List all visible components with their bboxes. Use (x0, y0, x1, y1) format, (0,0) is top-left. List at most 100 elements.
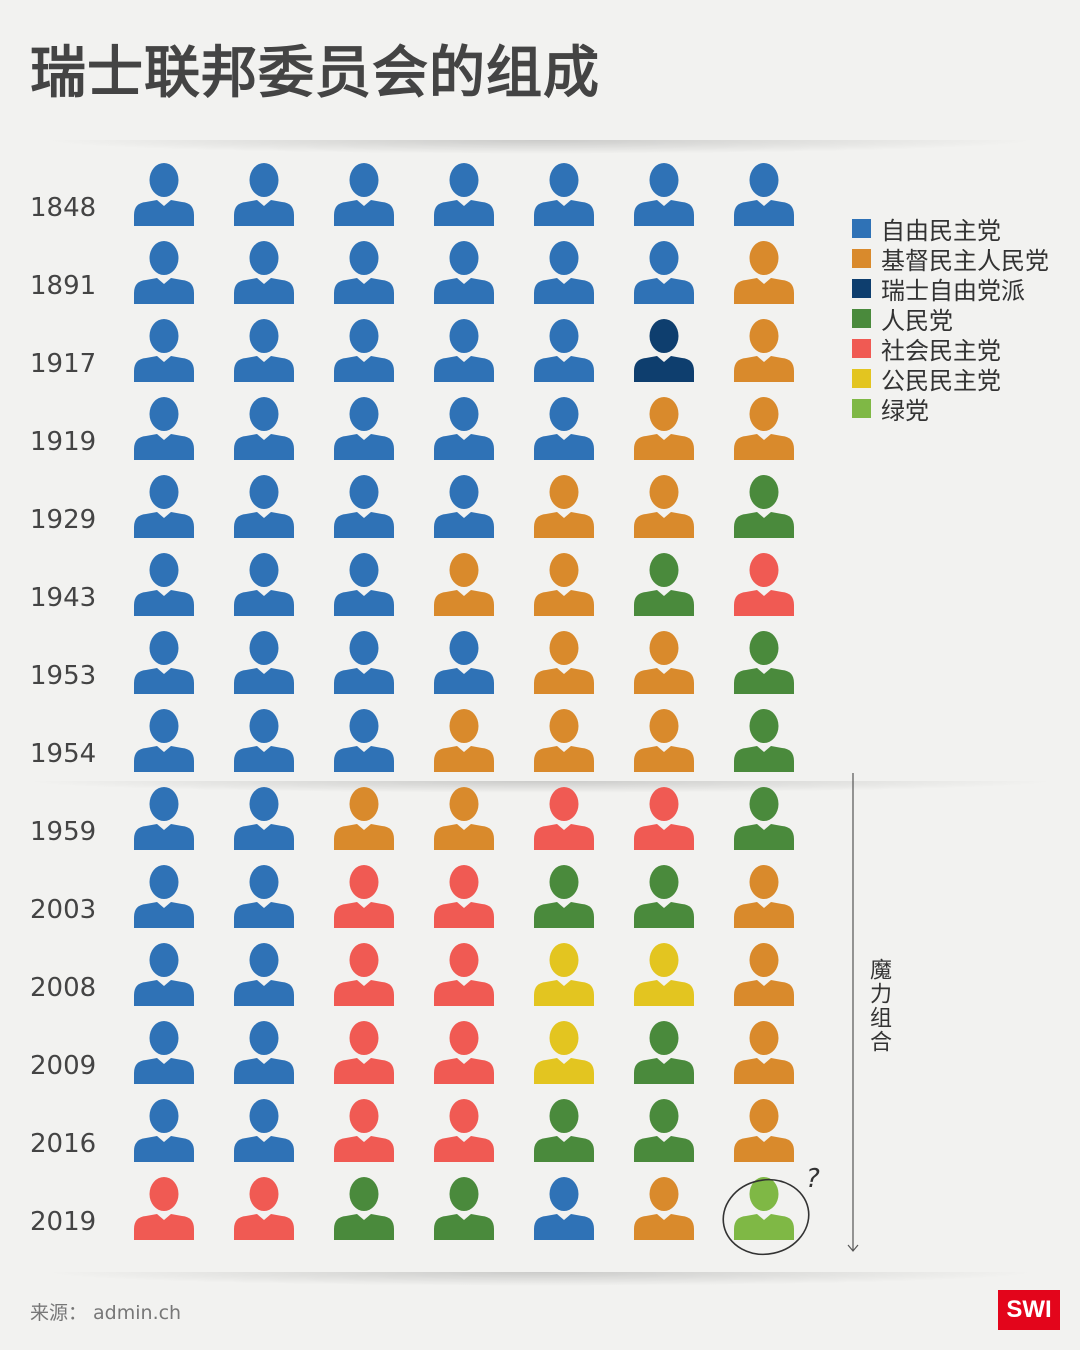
seat-1953-6-cvp (634, 631, 694, 694)
seat-1917-2-fdp (234, 319, 294, 382)
year-label-1953: 1953 (30, 661, 96, 691)
seat-1943-2-fdp (234, 553, 294, 616)
seat-1848-6-fdp (634, 163, 694, 226)
seat-1959-5-sp (534, 787, 594, 850)
seat-2008-7-cvp (734, 943, 794, 1006)
year-label-1929: 1929 (30, 505, 96, 535)
legend-swatch (852, 248, 871, 268)
year-label-1959: 1959 (30, 817, 96, 847)
year-label-2003: 2003 (30, 895, 96, 925)
seat-1943-3-fdp (334, 553, 394, 616)
seat-1954-5-cvp (534, 709, 594, 772)
seat-1953-3-fdp (334, 631, 394, 694)
seat-1959-6-sp (634, 787, 694, 850)
seat-1919-6-cvp (634, 397, 694, 460)
seat-1953-2-fdp (234, 631, 294, 694)
divider-top (40, 140, 1040, 154)
seat-2016-6-svp (634, 1099, 694, 1162)
legend-item-svp: 人民党 (852, 303, 1049, 335)
seat-1959-3-cvp (334, 787, 394, 850)
seat-2016-7-cvp (734, 1099, 794, 1162)
seat-1929-1-fdp (134, 475, 194, 538)
legend-item-fdp: 自由民主党 (852, 213, 1049, 245)
seat-1891-2-fdp (234, 241, 294, 304)
seat-1848-1-fdp (134, 163, 194, 226)
seat-1953-5-cvp (534, 631, 594, 694)
seat-2009-7-cvp (734, 1021, 794, 1084)
seat-1891-5-fdp (534, 241, 594, 304)
seat-1953-1-fdp (134, 631, 194, 694)
seat-2008-3-sp (334, 943, 394, 1006)
divider-bottom (40, 1272, 1040, 1286)
seat-1954-3-fdp (334, 709, 394, 772)
seat-1929-7-svp (734, 475, 794, 538)
seat-1919-3-fdp (334, 397, 394, 460)
legend-label: 人民党 (881, 306, 953, 335)
year-label-1891: 1891 (30, 271, 96, 301)
legend-item-bdp: 公民民主党 (852, 363, 1049, 395)
seat-1929-2-fdp (234, 475, 294, 538)
seat-1848-4-fdp (434, 163, 494, 226)
seat-1954-7-svp (734, 709, 794, 772)
seat-2003-2-fdp (234, 865, 294, 928)
seat-2008-4-sp (434, 943, 494, 1006)
highlight-circle (722, 1178, 810, 1256)
seat-2003-3-sp (334, 865, 394, 928)
seat-2016-5-svp (534, 1099, 594, 1162)
seat-1954-4-cvp (434, 709, 494, 772)
seat-1891-3-fdp (334, 241, 394, 304)
seat-1917-5-fdp (534, 319, 594, 382)
seat-1919-4-fdp (434, 397, 494, 460)
seat-2019-7-gps (734, 1177, 794, 1240)
year-label-1919: 1919 (30, 427, 96, 457)
seat-1917-7-cvp (734, 319, 794, 382)
seat-1929-3-fdp (334, 475, 394, 538)
legend-label: 基督民主人民党 (881, 246, 1049, 275)
seat-2003-6-svp (634, 865, 694, 928)
seat-1943-7-sp (734, 553, 794, 616)
seat-2009-2-fdp (234, 1021, 294, 1084)
seat-1929-5-cvp (534, 475, 594, 538)
legend-swatch (852, 368, 871, 388)
seat-1891-7-cvp (734, 241, 794, 304)
seat-2019-4-svp (434, 1177, 494, 1240)
seat-2009-4-sp (434, 1021, 494, 1084)
seat-2003-4-sp (434, 865, 494, 928)
seat-2008-6-bdp (634, 943, 694, 1006)
seat-1917-6-lps (634, 319, 694, 382)
seat-2003-1-fdp (134, 865, 194, 928)
seat-2016-3-sp (334, 1099, 394, 1162)
seat-1891-6-fdp (634, 241, 694, 304)
seat-2016-4-sp (434, 1099, 494, 1162)
seat-1959-2-fdp (234, 787, 294, 850)
seat-2009-1-fdp (134, 1021, 194, 1084)
seat-1959-4-cvp (434, 787, 494, 850)
seat-1848-2-fdp (234, 163, 294, 226)
seat-1959-7-svp (734, 787, 794, 850)
seat-1954-1-fdp (134, 709, 194, 772)
legend-item-lps: 瑞士自由党派 (852, 273, 1049, 305)
swi-logo: SWI (998, 1290, 1060, 1330)
seat-2008-1-fdp (134, 943, 194, 1006)
legend-swatch (852, 278, 871, 298)
seat-1917-4-fdp (434, 319, 494, 382)
seat-1954-6-cvp (634, 709, 694, 772)
seat-1891-4-fdp (434, 241, 494, 304)
source-note: 来源： admin.ch (30, 1302, 182, 1324)
seat-2009-6-svp (634, 1021, 694, 1084)
seat-2003-7-cvp (734, 865, 794, 928)
legend-label: 社会民主党 (881, 336, 1001, 365)
legend-label: 瑞士自由党派 (881, 276, 1025, 305)
seat-1943-1-fdp (134, 553, 194, 616)
seat-1943-6-svp (634, 553, 694, 616)
year-label-2019: 2019 (30, 1207, 96, 1237)
seat-2019-6-cvp (634, 1177, 694, 1240)
seat-2019-2-sp (234, 1177, 294, 1240)
seat-2009-3-sp (334, 1021, 394, 1084)
seat-1919-7-cvp (734, 397, 794, 460)
legend-item-cvp: 基督民主人民党 (852, 243, 1049, 275)
seat-2019-1-sp (134, 1177, 194, 1240)
legend-label: 自由民主党 (881, 216, 1001, 245)
legend-label: 公民民主党 (881, 366, 1001, 395)
